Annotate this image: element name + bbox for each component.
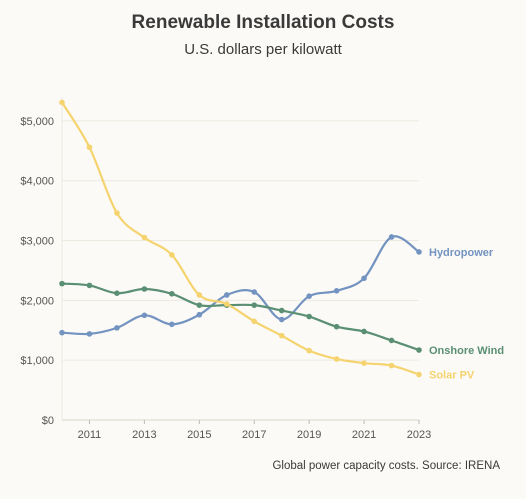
solar-pv-point <box>306 347 312 354</box>
x-tick-label: 2011 <box>78 429 102 441</box>
x-tick-label: 2019 <box>297 429 321 441</box>
y-tick-label: $4,000 <box>20 176 54 188</box>
x-tick-label: 2023 <box>407 429 431 441</box>
onshore-wind-point <box>388 337 395 344</box>
gridlines <box>61 97 419 421</box>
onshore-wind-point <box>416 347 422 353</box>
onshore-wind-point <box>86 282 93 289</box>
onshore-wind-point <box>141 286 148 292</box>
chart-title: Renewable Installation Costs <box>131 12 395 33</box>
solar-pv-point <box>86 144 93 151</box>
onshore-wind-point <box>169 290 175 297</box>
solar-pv-point <box>333 356 340 362</box>
x-axis: 2011 2013 2015 2017 2019 2021 2023 <box>78 420 431 441</box>
solar-pv-point <box>251 318 258 325</box>
onshore-wind-point <box>59 280 65 287</box>
hydropower-line <box>60 235 421 336</box>
solar-pv-point <box>169 252 175 258</box>
hydropower-point <box>306 293 312 299</box>
solar-pv-point <box>141 234 148 241</box>
series-group <box>59 99 422 378</box>
hydropower-point <box>416 249 422 255</box>
hydropower-point <box>388 234 395 240</box>
hydropower-point <box>223 292 230 298</box>
hydropower-label: Hydropower <box>429 247 494 259</box>
solar-pv-point <box>278 332 285 339</box>
solar-pv-point <box>114 210 120 216</box>
hydropower-point <box>59 329 65 336</box>
source-note: Global power capacity costs. Source: IRE… <box>272 460 500 472</box>
solar-pv-point <box>388 362 395 369</box>
onshore-wind-point <box>306 313 312 320</box>
series-labels: Hydropower Onshore Wind Solar PV <box>429 247 504 382</box>
hydropower-point <box>361 275 367 282</box>
y-tick-label: $1,000 <box>20 355 54 367</box>
x-tick-label: 2021 <box>352 429 376 441</box>
solar-pv-point <box>361 360 367 366</box>
series-hydropower <box>59 234 422 337</box>
solar-pv-label: Solar PV <box>429 370 475 382</box>
solar-pv-point <box>196 292 203 298</box>
x-tick-label: 2015 <box>187 429 211 441</box>
hydropower-point <box>169 321 175 328</box>
hydropower-point <box>278 316 285 323</box>
hydropower-point <box>86 331 93 337</box>
hydropower-point <box>114 325 120 331</box>
chart-subtitle: U.S. dollars per kilowatt <box>184 41 342 58</box>
hydropower-point <box>196 311 203 318</box>
solar-pv-point <box>223 301 230 307</box>
onshore-wind-point <box>251 302 258 308</box>
y-tick-label: $3,000 <box>20 236 54 248</box>
hydropower-point <box>251 289 258 295</box>
y-tick-label: $0 <box>42 415 54 427</box>
y-axis: $0 $1,000 $2,000 $3,000 $4,000 $5,000 <box>20 116 54 427</box>
x-tick-label: 2017 <box>242 429 266 441</box>
onshore-wind-label: Onshore Wind <box>429 345 504 357</box>
onshore-wind-point <box>278 307 285 314</box>
solar-pv-point <box>59 99 65 106</box>
onshore-wind-point <box>333 323 340 330</box>
hydropower-point <box>141 312 148 319</box>
onshore-wind-point <box>361 328 367 335</box>
x-tick-label: 2013 <box>132 429 156 441</box>
onshore-wind-point <box>196 302 203 308</box>
hydropower-point <box>333 288 340 294</box>
series-solar-pv <box>59 99 422 378</box>
y-tick-label: $5,000 <box>20 116 54 128</box>
y-tick-label: $2,000 <box>20 295 54 307</box>
solar-pv-point <box>416 371 422 378</box>
onshore-wind-point <box>114 290 120 296</box>
